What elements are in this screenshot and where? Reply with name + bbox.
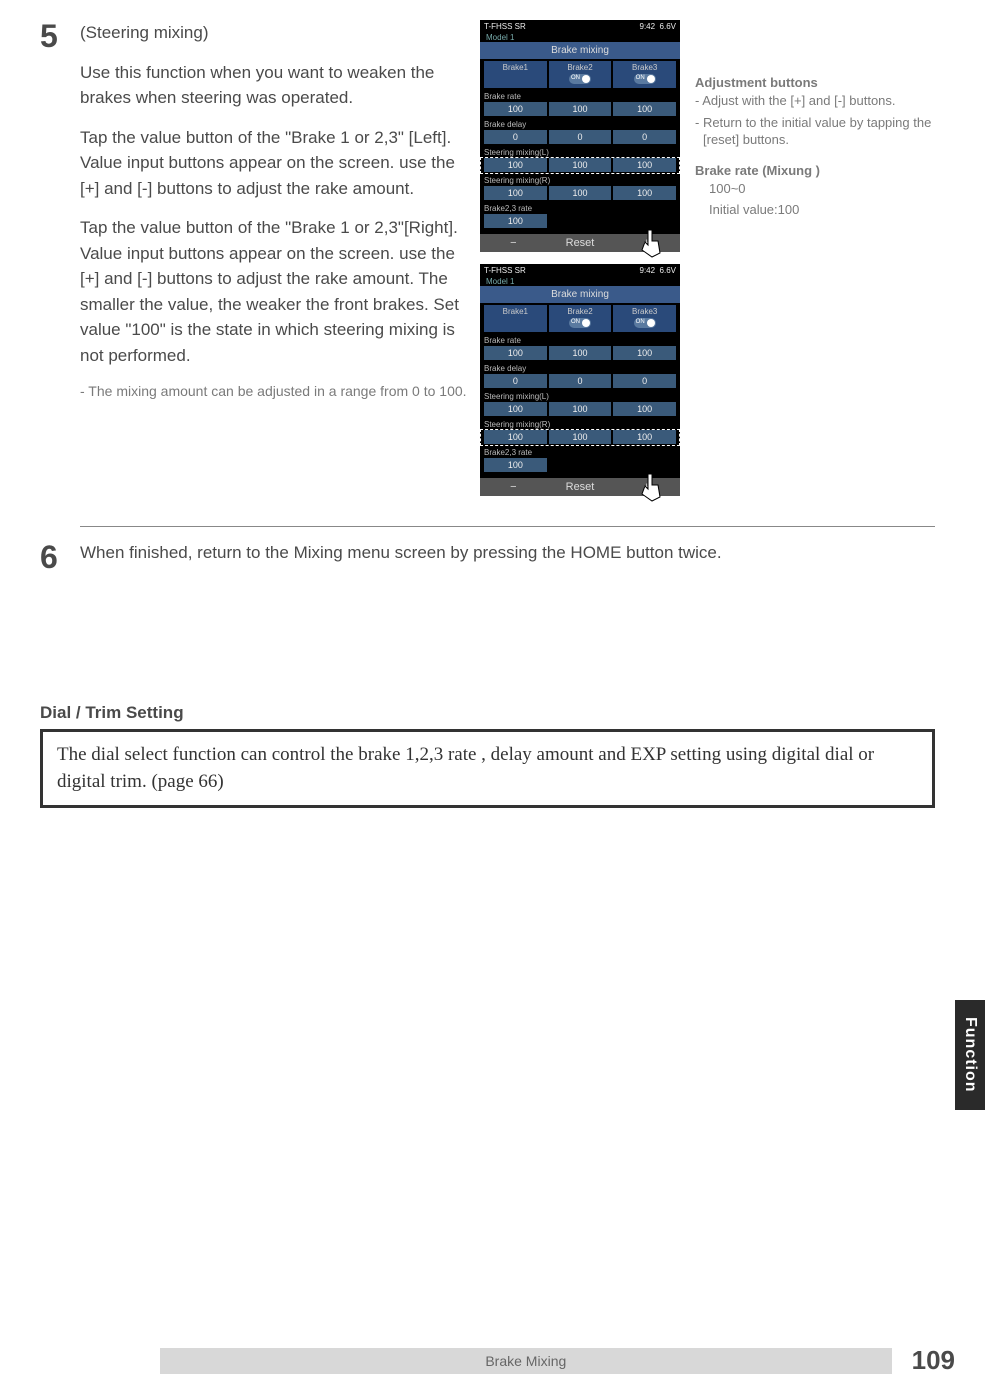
step5-note: - The mixing amount can be adjusted in a…: [80, 382, 470, 402]
label-b23: Brake2,3 rate: [480, 446, 680, 457]
screenshot-bottom: T-FHSS SR 9:42 6.6V Model 1 Brake mixing…: [480, 264, 680, 496]
rate-cell: 100: [613, 346, 676, 360]
mixr-cell: 100: [613, 430, 676, 444]
mixr-cell: 100: [484, 186, 547, 200]
status-batt: 6.6V: [660, 22, 676, 31]
label-brake-rate: Brake rate: [480, 90, 680, 101]
brake-rate-title: Brake rate (Mixung ): [695, 163, 945, 178]
tab-brake2: Brake2: [549, 61, 612, 88]
mixr-cell: 100: [484, 430, 547, 444]
mixr-cell: 100: [549, 186, 612, 200]
mixl-cell: 100: [613, 402, 676, 416]
rate-cell: 100: [613, 102, 676, 116]
brake-rate-initial: Initial value:100: [695, 201, 945, 219]
label-mix-l: Steering mixing(L): [480, 390, 680, 401]
status-left: T-FHSS SR: [484, 22, 526, 31]
b23-cell: 100: [484, 214, 547, 228]
status-time: 9:42: [640, 22, 656, 31]
adjustment-buttons-title: Adjustment buttons: [695, 75, 945, 90]
label-mix-r: Steering mixing(R): [480, 174, 680, 185]
tab-brake1: Brake1: [484, 305, 547, 332]
screenshot-top: T-FHSS SR 9:42 6.6V Model 1 Brake mixing…: [480, 20, 680, 252]
label-brake-delay: Brake delay: [480, 362, 680, 373]
step5-para1: Use this function when you want to weake…: [80, 60, 470, 111]
b23-cell: 100: [484, 458, 547, 472]
minus-button: −: [480, 478, 547, 496]
footer-label: Brake Mixing: [160, 1348, 892, 1374]
mixl-cell: 100: [613, 158, 676, 172]
delay-cell: 0: [549, 374, 612, 388]
mixl-cell: 100: [484, 402, 547, 416]
adjustment-line-2: - Return to the initial value by tapping…: [695, 114, 945, 149]
label-brake-rate: Brake rate: [480, 334, 680, 345]
pointer-icon: [638, 469, 668, 504]
label-brake-delay: Brake delay: [480, 118, 680, 129]
delay-cell: 0: [613, 130, 676, 144]
side-tab-label: Function: [961, 1017, 979, 1093]
model-name: Model 1: [480, 33, 680, 42]
adjustment-line-1: - Adjust with the [+] and [-] buttons.: [695, 92, 945, 110]
delay-cell: 0: [484, 130, 547, 144]
label-mix-r: Steering mixing(R): [480, 418, 680, 429]
step6-text: When finished, return to the Mixing menu…: [80, 541, 935, 565]
tab-brake2: Brake2: [549, 305, 612, 332]
status-left: T-FHSS SR: [484, 266, 526, 275]
mixl-cell: 100: [549, 158, 612, 172]
page-number: 109: [892, 1345, 985, 1376]
delay-cell: 0: [484, 374, 547, 388]
dial-trim-box: The dial select function can control the…: [40, 729, 935, 808]
reset-button: Reset: [547, 478, 614, 496]
side-tab-function: Function: [955, 1000, 985, 1110]
screen-title: Brake mixing: [480, 42, 680, 59]
rate-cell: 100: [549, 102, 612, 116]
mixl-cell: 100: [549, 402, 612, 416]
step-number-5: 5: [40, 20, 80, 496]
step5-subtitle: (Steering mixing): [80, 20, 470, 46]
dial-trim-title: Dial / Trim Setting: [40, 703, 935, 723]
step5-para2: Tap the value button of the "Brake 1 or …: [80, 125, 470, 202]
mixr-cell: 100: [549, 430, 612, 444]
rate-cell: 100: [484, 102, 547, 116]
tab-brake1: Brake1: [484, 61, 547, 88]
status-time: 9:42: [640, 266, 656, 275]
minus-button: −: [480, 234, 547, 252]
brake-rate-range: 100~0: [695, 180, 945, 198]
label-b23: Brake2,3 rate: [480, 202, 680, 213]
delay-cell: 0: [549, 130, 612, 144]
tab-brake3: Brake3: [613, 305, 676, 332]
divider: [80, 526, 935, 527]
tab-brake3: Brake3: [613, 61, 676, 88]
step5-para3: Tap the value button of the "Brake 1 or …: [80, 215, 470, 368]
screen-title: Brake mixing: [480, 286, 680, 303]
label-mix-l: Steering mixing(L): [480, 146, 680, 157]
reset-button: Reset: [547, 234, 614, 252]
rate-cell: 100: [484, 346, 547, 360]
rate-cell: 100: [549, 346, 612, 360]
mixr-cell: 100: [613, 186, 676, 200]
pointer-icon: [638, 225, 668, 260]
model-name: Model 1: [480, 277, 680, 286]
mixl-cell: 100: [484, 158, 547, 172]
status-batt: 6.6V: [660, 266, 676, 275]
delay-cell: 0: [613, 374, 676, 388]
step-number-6: 6: [40, 541, 80, 573]
